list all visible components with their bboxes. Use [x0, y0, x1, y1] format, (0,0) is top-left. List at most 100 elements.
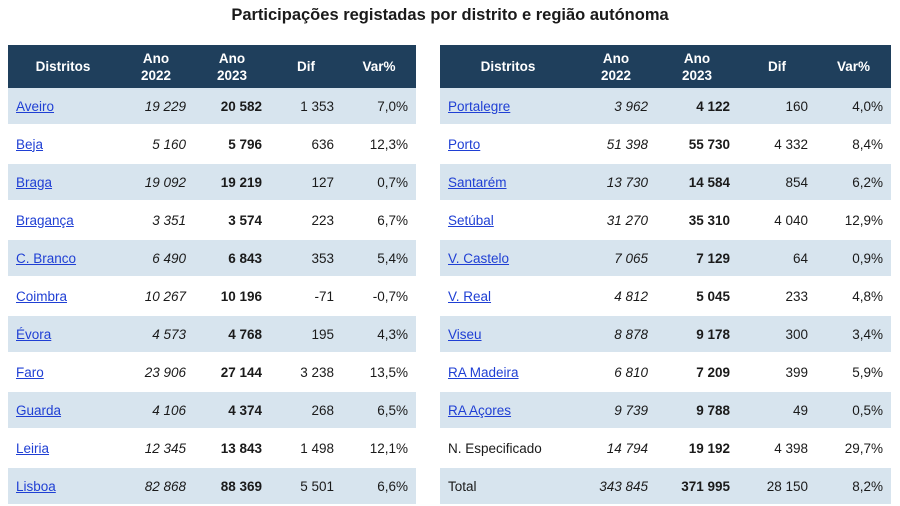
district-name-cell: Faro [8, 353, 118, 392]
value-dif: 28 150 [738, 467, 816, 506]
district-link[interactable]: Évora [16, 326, 52, 342]
value-2022: 10 267 [118, 277, 194, 316]
value-2023: 20 582 [194, 88, 270, 126]
value-dif: 64 [738, 239, 816, 278]
district-name-cell: RA Açores [440, 391, 576, 430]
value-2022: 13 730 [576, 163, 656, 202]
district-link[interactable]: Bragança [16, 212, 74, 228]
district-link[interactable]: Lisboa [16, 478, 56, 494]
header-dif: Dif [270, 45, 342, 88]
value-2023: 4 122 [656, 88, 738, 126]
district-link[interactable]: RA Madeira [448, 364, 519, 380]
value-2023: 6 843 [194, 239, 270, 278]
district-name-cell: Coimbra [8, 277, 118, 316]
district-link[interactable]: Beja [16, 136, 44, 152]
table-row: Total 343 845 371 995 28 150 8,2% [440, 467, 891, 506]
value-var: 12,1% [342, 429, 416, 468]
value-var: 8,2% [816, 467, 891, 506]
value-2022: 4 573 [118, 315, 194, 354]
value-dif: 636 [270, 125, 342, 164]
district-name-cell: Leiria [8, 429, 118, 468]
header-var: Var% [342, 45, 416, 88]
district-link[interactable]: V. Real [448, 288, 492, 304]
value-dif: 4 040 [738, 201, 816, 240]
district-link[interactable]: Guarda [16, 402, 62, 418]
table-row: Faro 23 906 27 144 3 238 13,5% [8, 353, 416, 392]
district-link[interactable]: Porto [448, 136, 481, 152]
district-link[interactable]: RA Açores [448, 402, 512, 418]
district-name-cell: Portalegre [440, 88, 576, 126]
value-2022: 19 092 [118, 163, 194, 202]
header-dif: Dif [738, 45, 816, 88]
value-2022: 8 878 [576, 315, 656, 354]
value-2023: 5 796 [194, 125, 270, 164]
table-row: Braga 19 092 19 219 127 0,7% [8, 163, 416, 202]
value-2023: 10 196 [194, 277, 270, 316]
value-2023: 371 995 [656, 467, 738, 506]
district-link[interactable]: Braga [16, 174, 53, 190]
table-row: Coimbra 10 267 10 196 -71 -0,7% [8, 277, 416, 316]
value-dif: 268 [270, 391, 342, 430]
table-row: Lisboa 82 868 88 369 5 501 6,6% [8, 467, 416, 506]
table-row: Portalegre 3 962 4 122 160 4,0% [440, 88, 891, 126]
table-row: Porto 51 398 55 730 4 332 8,4% [440, 125, 891, 164]
district-link[interactable]: Leiria [16, 440, 50, 456]
district-link[interactable]: Portalegre [448, 98, 511, 114]
page-title: Participações registadas por distrito e … [231, 6, 669, 24]
value-var: 4,8% [816, 277, 891, 316]
value-2022: 4 106 [118, 391, 194, 430]
table-row: Santarém 13 730 14 584 854 6,2% [440, 163, 891, 202]
table-header-row: Distritos Ano 2022 Ano 2023 Dif Var% [440, 45, 891, 88]
table-row: Beja 5 160 5 796 636 12,3% [8, 125, 416, 164]
value-2022: 6 810 [576, 353, 656, 392]
table-row: Setúbal 31 270 35 310 4 040 12,9% [440, 201, 891, 240]
district-link[interactable]: Viseu [448, 326, 482, 342]
district-link[interactable]: V. Castelo [448, 250, 510, 266]
table-row: Aveiro 19 229 20 582 1 353 7,0% [8, 88, 416, 126]
table-row: Bragança 3 351 3 574 223 6,7% [8, 201, 416, 240]
value-2022: 4 812 [576, 277, 656, 316]
value-var: 6,6% [342, 467, 416, 506]
district-link[interactable]: Faro [16, 364, 44, 380]
value-2022: 82 868 [118, 467, 194, 506]
header-district: Distritos [8, 45, 118, 88]
district-link[interactable]: Coimbra [16, 288, 68, 304]
value-2022: 343 845 [576, 467, 656, 506]
value-var: 12,3% [342, 125, 416, 164]
value-2023: 7 129 [656, 239, 738, 278]
value-2023: 14 584 [656, 163, 738, 202]
district-name-cell: Santarém [440, 163, 576, 202]
value-dif: 1 498 [270, 429, 342, 468]
value-2022: 3 962 [576, 88, 656, 126]
value-var: 8,4% [816, 125, 891, 164]
district-link[interactable]: Aveiro [16, 98, 55, 114]
header-year-2023: Ano 2023 [656, 45, 738, 88]
district-link[interactable]: C. Branco [16, 250, 77, 266]
value-var: 5,4% [342, 239, 416, 278]
district-name-cell: C. Branco [8, 239, 118, 278]
value-var: 3,4% [816, 315, 891, 354]
value-2022: 5 160 [118, 125, 194, 164]
district-name-cell: Évora [8, 315, 118, 354]
value-2022: 51 398 [576, 125, 656, 164]
district-link[interactable]: Santarém [448, 174, 507, 190]
district-name-cell: RA Madeira [440, 353, 576, 392]
district-link[interactable]: Setúbal [448, 212, 494, 228]
districts-table-left: Distritos Ano 2022 Ano 2023 Dif Var% Aveir… [8, 45, 416, 506]
value-var: 4,3% [342, 315, 416, 354]
value-var: 6,2% [816, 163, 891, 202]
district-name-cell: V. Castelo [440, 239, 576, 278]
value-2023: 3 574 [194, 201, 270, 240]
value-var: 0,5% [816, 391, 891, 430]
table-row: RA Madeira 6 810 7 209 399 5,9% [440, 353, 891, 392]
value-2023: 88 369 [194, 467, 270, 506]
district-name-cell: Braga [8, 163, 118, 202]
value-2023: 35 310 [656, 201, 738, 240]
value-2023: 27 144 [194, 353, 270, 392]
value-var: 5,9% [816, 353, 891, 392]
value-dif: 4 398 [738, 429, 816, 468]
value-2022: 23 906 [118, 353, 194, 392]
value-2023: 5 045 [656, 277, 738, 316]
table-row: C. Branco 6 490 6 843 353 5,4% [8, 239, 416, 278]
value-2023: 9 788 [656, 391, 738, 430]
